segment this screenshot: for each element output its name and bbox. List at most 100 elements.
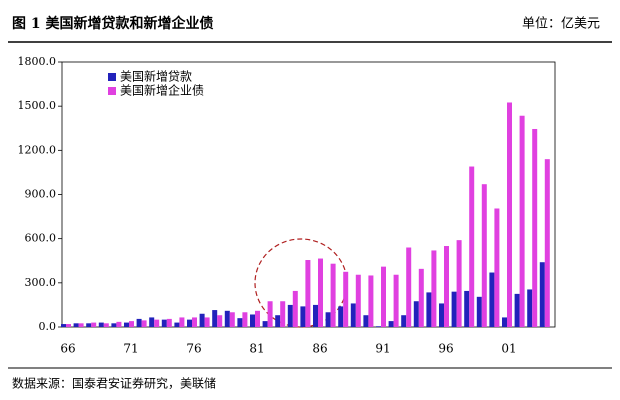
bar [174, 322, 180, 327]
bar [456, 240, 462, 327]
bar [469, 166, 475, 327]
bar [368, 275, 374, 327]
bar [287, 304, 293, 327]
y-tick-label: 900.0 [25, 188, 57, 201]
x-tick-label: 91 [375, 342, 390, 356]
bar [229, 312, 235, 327]
bar [439, 303, 444, 327]
bar [280, 301, 286, 327]
bar [318, 258, 323, 327]
bar [116, 321, 122, 327]
bar [350, 303, 356, 327]
legend-label: 美国新增贷款 [120, 69, 192, 84]
bar [111, 323, 117, 327]
bar [413, 301, 419, 327]
bar [338, 306, 344, 327]
y-tick-label: 1200.0 [18, 143, 57, 156]
bar [451, 291, 457, 327]
bar [489, 272, 495, 327]
bar [527, 289, 533, 327]
bar [325, 312, 331, 327]
bar [388, 321, 394, 327]
bar [292, 290, 298, 327]
bar [136, 318, 142, 327]
bar [363, 315, 369, 327]
bar [476, 296, 482, 327]
x-tick-label: 86 [312, 342, 327, 356]
bar [313, 304, 318, 327]
x-tick-label: 01 [501, 342, 516, 356]
bar [217, 315, 223, 327]
bar [330, 263, 336, 327]
bar [444, 246, 449, 327]
bar [224, 310, 230, 327]
bar [161, 319, 167, 327]
bar [300, 306, 306, 327]
bar [355, 274, 361, 327]
bar [431, 250, 437, 327]
bar [267, 301, 273, 327]
y-tick-label: 300.0 [25, 276, 57, 289]
unit: 单位：亿美元 [522, 17, 600, 32]
bar [149, 317, 155, 327]
y-tick-label: 1500.0 [18, 99, 57, 112]
bar [305, 260, 311, 327]
bar [154, 319, 160, 327]
source: 数据来源：国泰君安证券研究，美联储 [12, 376, 216, 391]
bar [426, 292, 432, 327]
y-tick-label: 600.0 [25, 232, 57, 245]
legend-label: 美国新增企业债 [120, 83, 204, 98]
bar [98, 322, 104, 327]
legend-swatch [108, 87, 116, 95]
bar [481, 184, 487, 327]
x-tick-label: 96 [438, 342, 453, 356]
bar [418, 268, 424, 327]
bar [242, 312, 248, 327]
x-tick-label: 81 [249, 342, 264, 356]
bar [237, 318, 243, 327]
bar [103, 323, 109, 327]
bar [393, 274, 399, 327]
bar [212, 310, 218, 327]
bar [255, 310, 260, 327]
x-tick-label: 66 [60, 342, 75, 356]
bar [86, 323, 92, 327]
x-tick-label: 76 [186, 342, 201, 356]
bar [61, 324, 66, 327]
x-tick-label: 71 [123, 342, 138, 356]
title: 图 1 美国新增贷款和新增企业债 [12, 15, 214, 32]
bar [199, 313, 205, 327]
bar [539, 262, 545, 327]
bar [343, 271, 349, 327]
bar [544, 159, 550, 327]
bar [401, 315, 407, 327]
bar [250, 314, 255, 327]
bar [91, 322, 97, 327]
bar [464, 290, 470, 327]
bar [381, 266, 386, 327]
y-tick-label: 0.0 [39, 320, 57, 333]
legend-swatch [108, 73, 116, 81]
bar [166, 318, 172, 327]
bar [532, 128, 538, 327]
bar [406, 247, 412, 327]
bar [129, 321, 134, 327]
bar [514, 293, 520, 327]
bar [519, 115, 525, 327]
bar [141, 320, 147, 327]
bar [124, 322, 129, 327]
bar [502, 317, 507, 327]
bar [66, 324, 71, 327]
bar [73, 323, 79, 327]
bar [262, 321, 268, 327]
bar [507, 102, 512, 327]
bar [187, 319, 192, 327]
y-tick-label: 1800.0 [18, 55, 57, 68]
bar [204, 317, 210, 327]
bar [179, 317, 185, 327]
bar [376, 326, 381, 327]
bar [494, 208, 500, 327]
bar [275, 315, 281, 327]
bar [192, 317, 197, 327]
